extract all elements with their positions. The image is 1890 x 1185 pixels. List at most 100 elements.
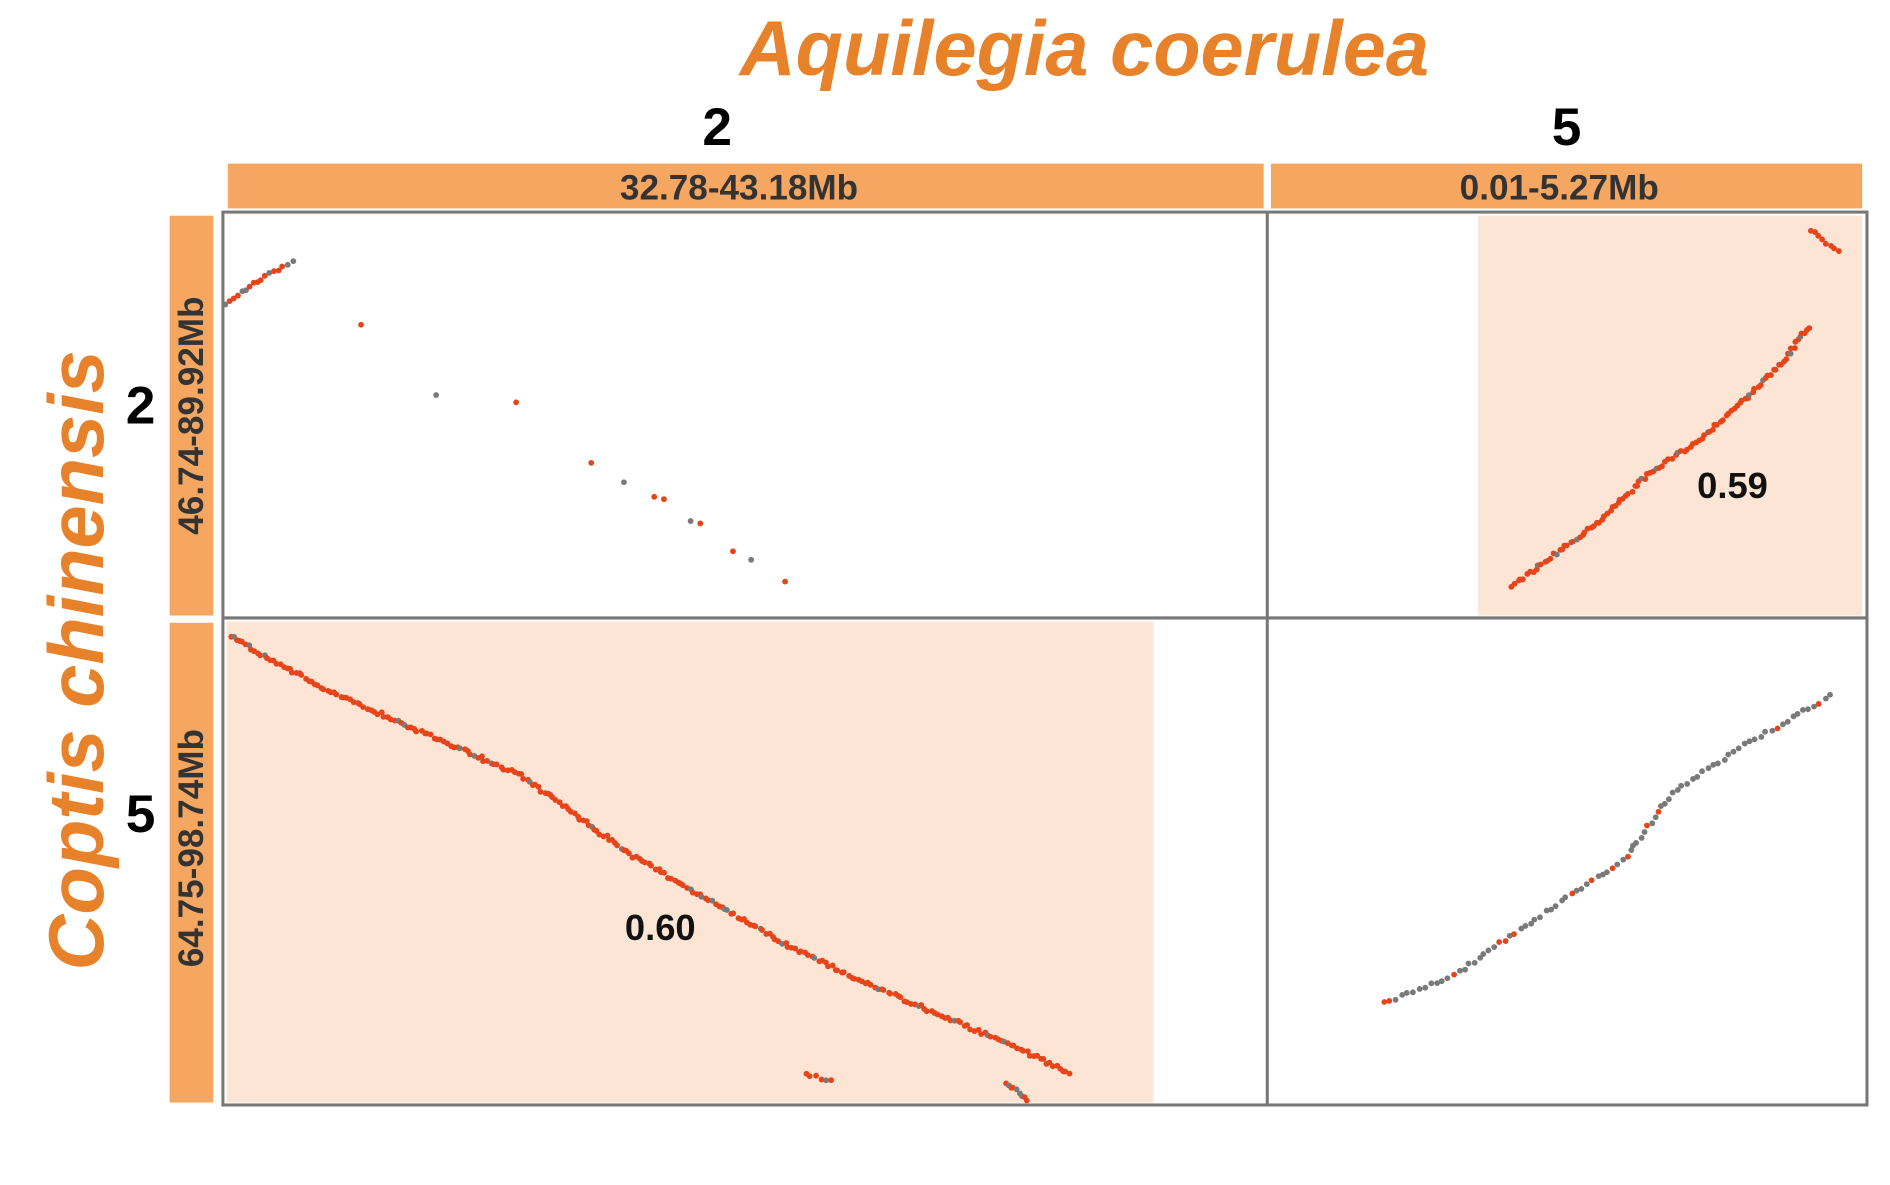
synteny-dot	[1677, 448, 1684, 454]
synteny-dot	[1745, 392, 1752, 399]
synteny-dot	[413, 728, 420, 735]
synteny-dot	[1625, 853, 1631, 860]
synteny-dot	[1553, 551, 1560, 558]
synteny-dot	[709, 897, 716, 904]
synteny-dot	[1699, 768, 1705, 775]
synteny-dot	[1062, 1068, 1069, 1075]
synteny-dot	[1669, 455, 1676, 462]
synteny-dot	[1583, 881, 1590, 888]
synteny-dot	[261, 272, 268, 279]
synteny-dot	[1659, 463, 1665, 470]
synteny-dot	[1784, 718, 1791, 725]
synteny-dot	[1434, 980, 1441, 987]
synteny-dot	[1451, 971, 1457, 978]
synteny-dot	[923, 1008, 930, 1015]
row-bar	[169, 622, 214, 1103]
synteny-dot	[1502, 938, 1509, 944]
synteny-dot	[1827, 691, 1833, 698]
synteny-dot	[427, 731, 434, 738]
row-chromosome: 2	[126, 377, 156, 436]
synteny-dot	[1471, 959, 1478, 966]
column-range: 0.01-5.27Mb	[1460, 169, 1659, 208]
synteny-dot	[1757, 382, 1764, 388]
synteny-dot	[724, 907, 730, 913]
synteny-dot	[235, 292, 241, 299]
synteny-dot	[1386, 998, 1393, 1004]
synteny-dot	[246, 283, 253, 290]
synteny-dot	[648, 862, 654, 869]
synteny-dot	[493, 761, 500, 768]
synteny-dot	[1805, 706, 1811, 713]
y-species-title: Coptis chinensis	[34, 350, 120, 970]
synteny-dot	[350, 699, 357, 706]
synteny-dot	[1823, 695, 1829, 702]
synteny-dot	[1581, 529, 1588, 536]
block-label: 0.59	[1697, 465, 1768, 506]
synteny-dot	[1537, 561, 1544, 568]
synteny-dot	[1655, 808, 1662, 815]
column-range: 32.78-43.18Mb	[620, 169, 858, 208]
synteny-dot	[1629, 488, 1636, 495]
synteny-dot	[1713, 422, 1720, 428]
synteny-dot	[1569, 538, 1576, 545]
synteny-dot	[433, 392, 440, 398]
synteny-dot	[748, 556, 755, 563]
synteny-dot	[1779, 721, 1786, 728]
synteny-dot	[1409, 989, 1416, 996]
column-bar	[1270, 163, 1863, 209]
synteny-dot	[1725, 751, 1732, 758]
synteny-dot	[1720, 417, 1726, 424]
synteny-dot	[806, 1073, 813, 1080]
synteny-dot	[1642, 476, 1649, 483]
synteny-dot	[1603, 869, 1610, 876]
synteny-dot	[1518, 925, 1525, 932]
synteny-dot	[1422, 984, 1429, 991]
synteny-dot	[246, 642, 253, 649]
synteny-dot	[513, 399, 520, 406]
synteny-dot	[1644, 822, 1650, 829]
synteny-dot	[290, 258, 297, 265]
synteny-dot	[1806, 325, 1813, 332]
grid-frame	[221, 210, 1869, 1107]
synteny-dot	[1741, 740, 1748, 747]
synteny-dot	[1438, 978, 1445, 985]
synteny-dot	[1787, 350, 1794, 357]
synteny-dot	[1522, 923, 1529, 929]
synteny-dot	[818, 1076, 825, 1083]
synteny-dot	[840, 969, 847, 976]
synteny-dot	[556, 799, 563, 806]
synteny-dot	[811, 954, 818, 961]
synteny-dot	[1694, 773, 1701, 780]
synteny-dot	[1799, 706, 1806, 713]
synteny-dot	[1762, 728, 1768, 735]
synteny-dot	[1721, 757, 1728, 763]
synteny-dot	[828, 1077, 835, 1084]
synteny-dot	[1819, 236, 1826, 243]
synteny-dot	[1588, 877, 1595, 884]
row-range: 46.74-89.92Mb	[172, 297, 211, 535]
synteny-dot	[1552, 903, 1559, 910]
column-chromosome: 5	[1552, 98, 1582, 157]
synteny-dot	[661, 496, 667, 503]
x-species-title: Aquilegia coerulea	[738, 6, 1429, 92]
synteny-dot	[604, 832, 611, 839]
synteny-dot	[1416, 986, 1423, 992]
synteny-dot	[1614, 861, 1621, 868]
synteny-dot	[1674, 787, 1681, 793]
row-bar	[169, 215, 214, 616]
syntenic-block	[1478, 215, 1863, 616]
synteny-dot	[797, 948, 804, 955]
synteny-dot	[947, 1017, 954, 1024]
synteny-dot	[1049, 1063, 1056, 1070]
synteny-dot	[1758, 734, 1765, 740]
synteny-dot	[1641, 829, 1648, 835]
synteny-dot	[1609, 865, 1616, 872]
synteny-dot	[1822, 240, 1829, 247]
synteny-dot	[661, 869, 667, 876]
synteny-dot	[1620, 856, 1627, 863]
synteny-dot	[813, 1072, 819, 1079]
synteny-dot	[320, 686, 327, 693]
synteny-dot	[880, 987, 887, 993]
synteny-dot	[975, 1026, 982, 1033]
